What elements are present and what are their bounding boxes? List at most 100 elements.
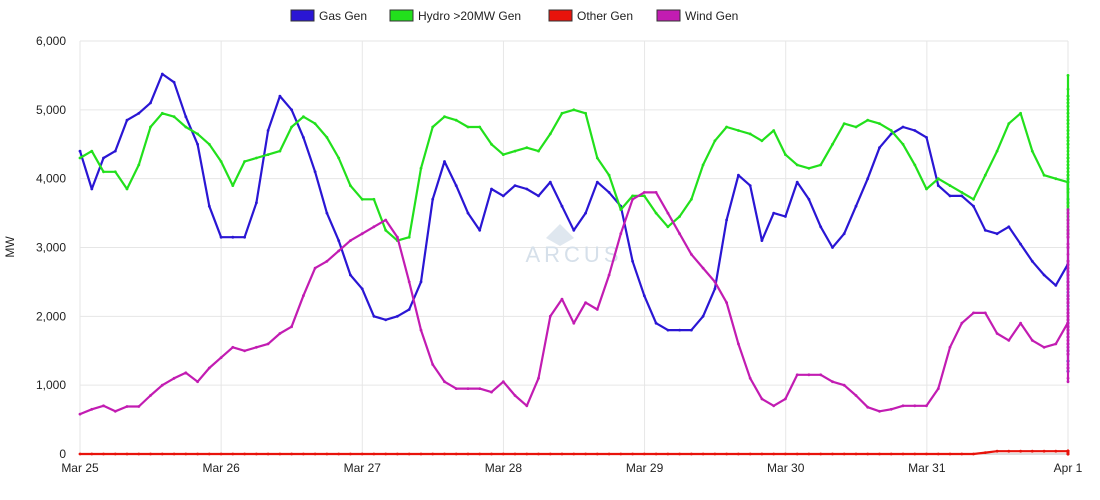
series-line <box>79 74 1070 242</box>
data-point <box>184 371 188 375</box>
data-point <box>1066 280 1070 284</box>
data-point <box>325 452 329 456</box>
data-point <box>196 452 200 456</box>
data-point <box>1066 345 1070 349</box>
data-point <box>795 373 799 377</box>
x-tick-label: Mar 29 <box>626 461 664 475</box>
data-point <box>243 349 247 353</box>
data-point <box>889 407 893 411</box>
data-point <box>443 115 446 119</box>
data-point <box>278 94 282 98</box>
legend-swatch <box>656 9 681 22</box>
data-point <box>1066 263 1070 267</box>
data-point <box>631 194 634 198</box>
data-point <box>231 235 235 239</box>
data-point <box>642 191 646 194</box>
data-point <box>748 184 752 188</box>
data-point <box>290 325 293 329</box>
data-point <box>219 160 223 163</box>
data-point <box>266 129 270 132</box>
data-point <box>431 363 435 366</box>
data-point <box>1066 349 1070 353</box>
data-point <box>219 235 223 239</box>
data-point <box>972 311 975 315</box>
data-point <box>854 452 858 456</box>
legend-label: Wind Gen <box>685 9 738 23</box>
data-point <box>266 452 270 456</box>
legend-item[interactable]: Gas Gen <box>290 9 367 23</box>
data-point <box>866 405 870 409</box>
data-point <box>795 163 799 167</box>
data-point <box>1066 366 1070 370</box>
data-point <box>360 232 364 236</box>
data-point <box>90 452 94 456</box>
data-point <box>936 452 940 456</box>
data-point <box>595 156 599 160</box>
data-point <box>972 452 975 456</box>
data-point <box>160 383 164 387</box>
data-point <box>443 452 446 456</box>
data-point <box>1030 149 1034 153</box>
y-tick-label: 5,000 <box>36 103 66 117</box>
data-point <box>1066 376 1070 380</box>
data-point <box>666 211 670 215</box>
data-point <box>1066 201 1070 205</box>
data-point <box>725 301 728 304</box>
data-point <box>478 228 482 232</box>
data-point <box>631 452 634 456</box>
data-point <box>384 228 388 232</box>
data-point <box>478 387 482 390</box>
series-lines <box>78 72 1070 456</box>
series-wind-gen <box>78 191 1070 416</box>
data-point <box>490 390 493 394</box>
data-point <box>560 297 564 301</box>
data-point <box>560 111 564 115</box>
data-point <box>1066 287 1070 291</box>
data-point <box>1066 139 1070 143</box>
data-point <box>913 404 917 408</box>
legend-swatch <box>290 9 315 22</box>
data-point <box>1066 266 1070 270</box>
data-point <box>878 409 881 413</box>
data-point <box>1066 163 1070 167</box>
data-point <box>1066 284 1070 287</box>
data-point <box>760 452 764 456</box>
data-point <box>243 160 247 163</box>
data-point <box>772 129 776 132</box>
legend-item[interactable]: Wind Gen <box>656 9 738 23</box>
data-point <box>854 394 858 397</box>
x-tick-label: Mar 27 <box>344 461 382 475</box>
data-point <box>960 321 964 325</box>
data-point <box>325 211 329 215</box>
data-point <box>207 366 211 370</box>
data-point <box>842 232 846 236</box>
data-point <box>831 380 834 384</box>
data-point <box>478 125 482 129</box>
x-tick-label: Mar 31 <box>908 461 946 475</box>
data-point <box>90 407 94 411</box>
data-point <box>278 332 282 335</box>
data-point <box>302 136 305 139</box>
data-point <box>1066 380 1070 384</box>
data-point <box>807 166 811 170</box>
data-point <box>925 404 928 408</box>
data-point <box>901 125 905 129</box>
data-point <box>548 314 552 318</box>
data-point <box>513 149 517 153</box>
legend-item[interactable]: Other Gen <box>548 9 633 23</box>
data-point <box>207 142 211 146</box>
data-point <box>772 452 776 456</box>
data-point <box>1066 142 1070 146</box>
data-point <box>1066 180 1070 184</box>
legend: Gas Gen Hydro >20MW Gen Other Gen Wind Gen <box>290 9 738 23</box>
data-point <box>819 452 823 456</box>
data-point <box>125 118 129 122</box>
data-point <box>466 387 470 390</box>
data-point <box>231 184 235 188</box>
data-point <box>784 397 787 401</box>
data-point <box>842 122 846 125</box>
legend-item[interactable]: Hydro >20MW Gen <box>389 9 521 23</box>
data-point <box>1066 170 1070 174</box>
legend-label: Gas Gen <box>319 9 367 23</box>
x-tick-label: Mar 26 <box>202 461 240 475</box>
